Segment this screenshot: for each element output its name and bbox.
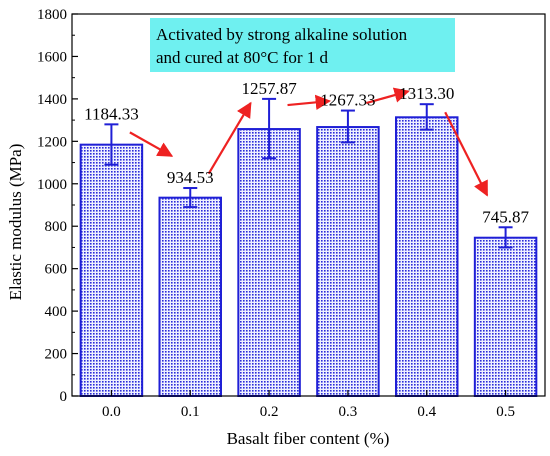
y-tick-label-1000: 1000	[37, 177, 67, 193]
value-label-0.2: 1257.87	[241, 79, 297, 98]
x-tick-label-0.4: 0.4	[417, 404, 436, 420]
trend-arrow-0	[129, 131, 174, 157]
value-label-0.5: 745.87	[482, 207, 529, 226]
y-tick-label-0: 0	[60, 389, 68, 405]
y-tick-label-1600: 1600	[37, 49, 67, 65]
value-label-0.0: 1184.33	[84, 104, 139, 123]
y-tick-label-200: 200	[45, 347, 68, 363]
y-tick-label-1200: 1200	[37, 134, 67, 150]
axes-layer: 0 200 400 600 800 1000 1200 1400 1600 1800 0.0 0.1 0…	[37, 7, 546, 420]
x-tick-label-0.2: 0.2	[260, 404, 279, 420]
bar-0.3	[316, 126, 380, 398]
x-tick-label-0.3: 0.3	[339, 404, 358, 420]
bar-0.0	[79, 143, 144, 397]
x-tick-label-0.1: 0.1	[181, 404, 200, 420]
bar-0.2	[237, 128, 301, 397]
error-bars-layer	[104, 97, 513, 249]
annotation-line-1: Activated by strong alkaline solution	[156, 25, 408, 44]
bar-0.5	[473, 236, 538, 397]
x-axis-title: Basalt fiber content (%)	[227, 429, 390, 448]
trend-arrow-3	[366, 87, 410, 105]
trend-arrow-2	[287, 94, 332, 111]
value-label-0.4: 1313.30	[399, 84, 454, 103]
trend-arrow-4	[444, 111, 489, 197]
annotation-box	[150, 18, 455, 72]
x-tick-label-0.0: 0.0	[102, 404, 121, 420]
trend-arrows-layer	[129, 87, 489, 197]
x-tick-label-0.5: 0.5	[496, 404, 515, 420]
bar-0.1	[158, 196, 222, 397]
y-tick-label-800: 800	[45, 219, 68, 235]
annotation-line-2: and cured at 80°C for 1 d	[156, 48, 329, 67]
trend-arrow-1	[207, 101, 252, 175]
y-tick-label-1800: 1800	[37, 7, 67, 23]
y-tick-label-400: 400	[45, 304, 68, 320]
value-label-0.1: 934.53	[167, 168, 214, 187]
bar-0.4	[395, 116, 459, 398]
y-tick-label-1400: 1400	[37, 92, 67, 108]
value-label-0.3: 1267.33	[320, 91, 375, 110]
y-tick-label-600: 600	[45, 262, 68, 278]
value-labels-layer: 1184.33 934.53 1257.87 1267.33 1313.30 745.87	[84, 79, 529, 226]
y-axis-title: Elastic modulus (MPa)	[6, 144, 25, 301]
